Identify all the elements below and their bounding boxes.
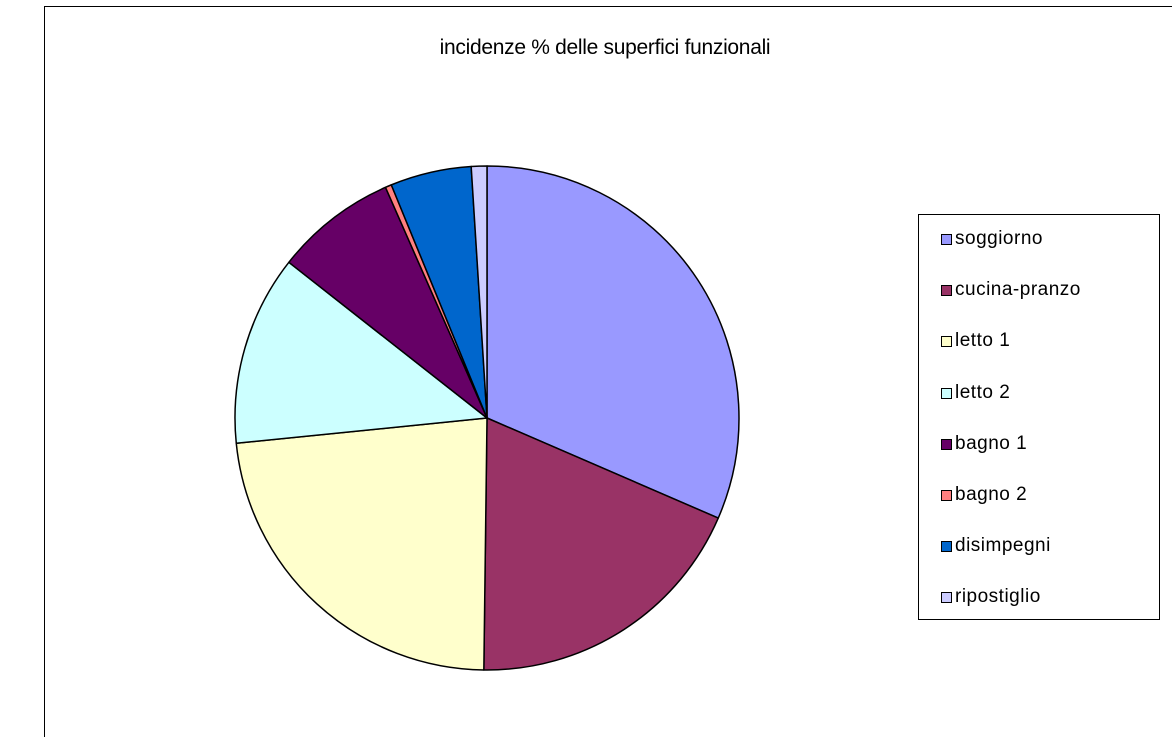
pie-slice-ripostiglio [470,165,488,419]
legend-swatch [941,541,952,553]
legend-label: ripostiglio [955,586,1041,608]
legend-label: soggiorno [955,228,1043,249]
legend-label: bagno 2 [955,483,1028,505]
legend-swatch [941,234,952,245]
legend-swatch [941,592,952,604]
legend-item: bagno 1 [919,433,1159,484]
legend-swatch [941,489,952,501]
legend-item: cucina-pranzo [919,279,1159,330]
legend-item: soggiorno [919,228,1159,279]
pie-slice-soggiorno [486,165,740,519]
legend-item: letto 2 [919,382,1159,433]
legend-item: ripostiglio [919,586,1159,637]
legend-swatch [941,438,952,450]
legend-label: letto 2 [955,381,1011,403]
legend-swatch [941,336,952,348]
legend-item: disimpegni [919,535,1159,586]
legend-swatch [941,285,952,297]
pie-slice-cucina-pranzo [483,417,720,671]
legend-swatch [941,387,952,399]
legend-label: cucina-pranzo [955,279,1081,301]
pie-slice-letto-1 [235,417,488,671]
pie-chart [234,165,740,671]
pie-slice-bagno-1 [288,186,488,419]
legend-item: bagno 2 [919,484,1159,535]
pie-slice-letto-2 [234,261,488,445]
legend: soggiorno cucina-pranzo letto 1 letto 2 bagn… [918,214,1160,620]
chart-title: incidenze % delle superfici funzionali [439,36,771,59]
legend-label: disimpegni [955,535,1051,557]
legend-label: bagno 1 [955,432,1028,454]
legend-item: letto 1 [919,330,1159,381]
legend-label: letto 1 [955,330,1011,352]
